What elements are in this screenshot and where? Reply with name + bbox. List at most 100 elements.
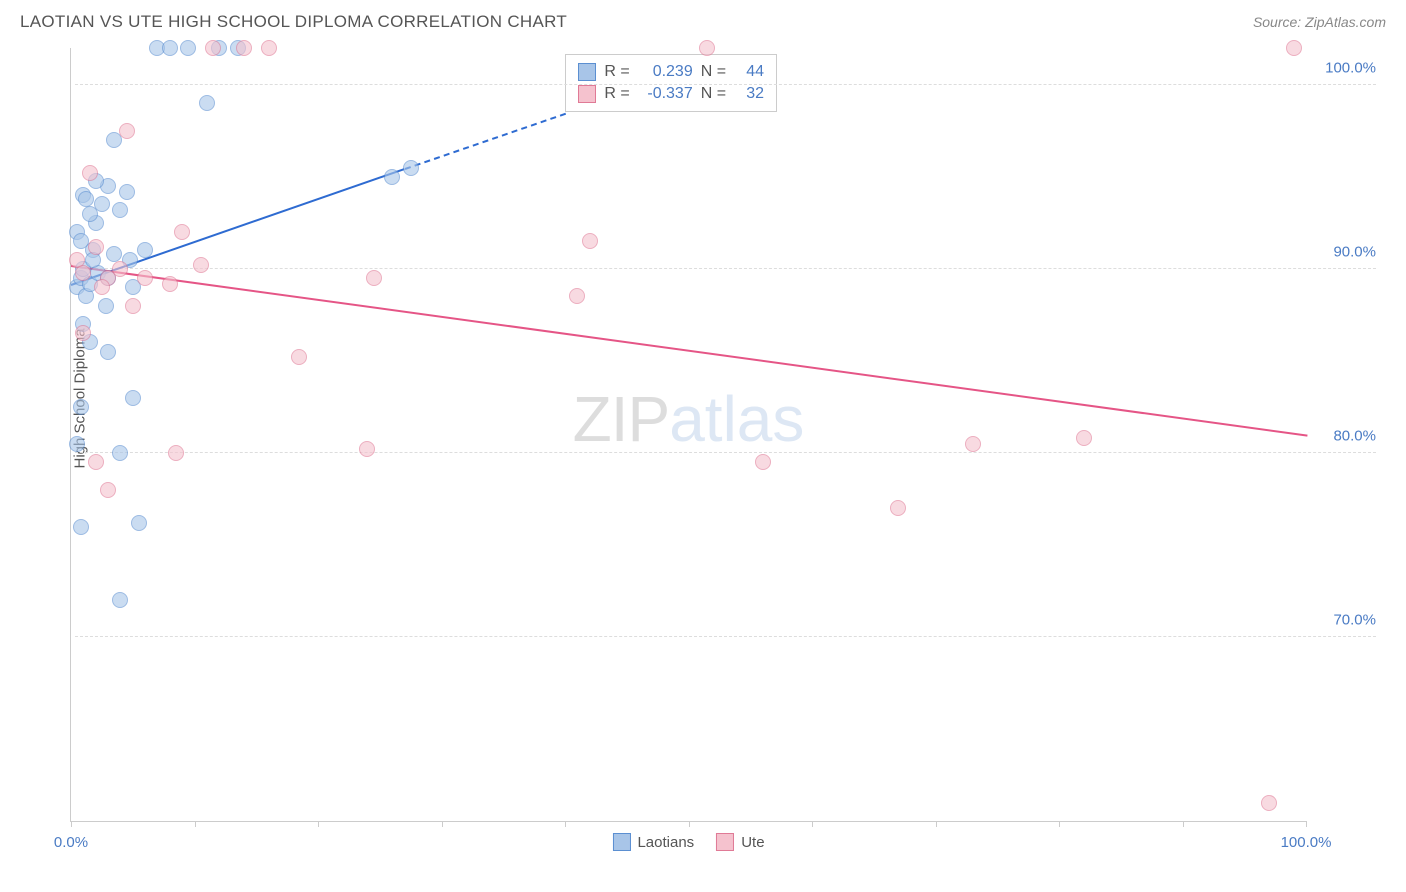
x-tick	[936, 821, 937, 827]
stat-n-label: N =	[701, 63, 726, 81]
x-tick-label: 100.0%	[1281, 834, 1332, 851]
stat-n-value: 44	[734, 63, 764, 81]
data-point	[88, 454, 104, 470]
data-point	[1261, 795, 1277, 811]
data-point	[174, 224, 190, 240]
plot-area: ZIPatlas R =0.239N =44R =-0.337N =32 Lao…	[70, 48, 1306, 822]
data-point	[582, 233, 598, 249]
legend: Laotians Ute	[612, 833, 764, 851]
data-point	[73, 233, 89, 249]
x-tick	[1183, 821, 1184, 827]
data-point	[890, 500, 906, 516]
gridline	[75, 452, 1376, 453]
data-point	[78, 191, 94, 207]
data-point	[965, 436, 981, 452]
data-point	[193, 257, 209, 273]
data-point	[199, 95, 215, 111]
trend-line-dashed	[404, 113, 565, 170]
watermark-zip: ZIP	[573, 383, 670, 455]
x-tick	[565, 821, 566, 827]
data-point	[112, 592, 128, 608]
data-point	[94, 279, 110, 295]
data-point	[73, 519, 89, 535]
data-point	[112, 202, 128, 218]
legend-swatch	[612, 833, 630, 851]
data-point	[162, 40, 178, 56]
data-point	[73, 399, 89, 415]
data-point	[100, 482, 116, 498]
y-tick-label: 100.0%	[1316, 59, 1376, 76]
data-point	[88, 239, 104, 255]
data-point	[131, 515, 147, 531]
stats-row: R = -0.337 N = 32	[578, 83, 764, 105]
data-point	[137, 270, 153, 286]
stat-r-value: 0.239	[638, 63, 693, 81]
data-point	[366, 270, 382, 286]
legend-item: Laotians	[612, 833, 694, 851]
y-tick-label: 90.0%	[1316, 243, 1376, 260]
data-point	[261, 40, 277, 56]
data-point	[180, 40, 196, 56]
x-tick	[318, 821, 319, 827]
watermark: ZIPatlas	[573, 382, 805, 456]
data-point	[82, 165, 98, 181]
data-point	[112, 261, 128, 277]
data-point	[168, 445, 184, 461]
legend-item: Ute	[716, 833, 764, 851]
data-point	[100, 344, 116, 360]
y-tick-label: 80.0%	[1316, 427, 1376, 444]
data-point	[699, 40, 715, 56]
data-point	[75, 265, 91, 281]
stat-n-label: N =	[701, 85, 726, 103]
data-point	[205, 40, 221, 56]
x-tick	[195, 821, 196, 827]
data-point	[403, 160, 419, 176]
stat-n-value: 32	[734, 85, 764, 103]
stat-r-label: R =	[604, 63, 629, 81]
x-tick	[442, 821, 443, 827]
data-point	[384, 169, 400, 185]
trend-line	[71, 265, 1307, 437]
data-point	[119, 123, 135, 139]
x-tick	[1306, 821, 1307, 827]
stat-r-value: -0.337	[638, 85, 693, 103]
data-point	[75, 325, 91, 341]
data-point	[98, 298, 114, 314]
data-point	[162, 276, 178, 292]
legend-label: Ute	[741, 834, 764, 851]
data-point	[125, 298, 141, 314]
data-point	[359, 441, 375, 457]
data-point	[755, 454, 771, 470]
data-point	[82, 206, 98, 222]
gridline	[75, 268, 1376, 269]
x-tick	[71, 821, 72, 827]
chart-container: High School Diploma ZIPatlas R =0.239N =…	[20, 48, 1386, 872]
x-tick	[812, 821, 813, 827]
data-point	[119, 184, 135, 200]
stats-swatch	[578, 63, 596, 81]
data-point	[137, 242, 153, 258]
data-point	[1286, 40, 1302, 56]
x-tick	[1059, 821, 1060, 827]
data-point	[69, 436, 85, 452]
x-tick-label: 0.0%	[54, 834, 88, 851]
data-point	[291, 349, 307, 365]
gridline	[75, 84, 1376, 85]
chart-title: LAOTIAN VS UTE HIGH SCHOOL DIPLOMA CORRE…	[20, 12, 567, 32]
source-label: Source: ZipAtlas.com	[1253, 14, 1386, 30]
gridline	[75, 636, 1376, 637]
data-point	[1076, 430, 1092, 446]
stats-swatch	[578, 85, 596, 103]
stat-r-label: R =	[604, 85, 629, 103]
y-tick-label: 70.0%	[1316, 611, 1376, 628]
data-point	[569, 288, 585, 304]
data-point	[112, 445, 128, 461]
x-tick	[689, 821, 690, 827]
data-point	[125, 390, 141, 406]
data-point	[236, 40, 252, 56]
legend-label: Laotians	[637, 834, 694, 851]
watermark-atlas: atlas	[669, 383, 804, 455]
data-point	[106, 246, 122, 262]
stats-row: R = 0.239 N = 44	[578, 61, 764, 83]
legend-swatch	[716, 833, 734, 851]
